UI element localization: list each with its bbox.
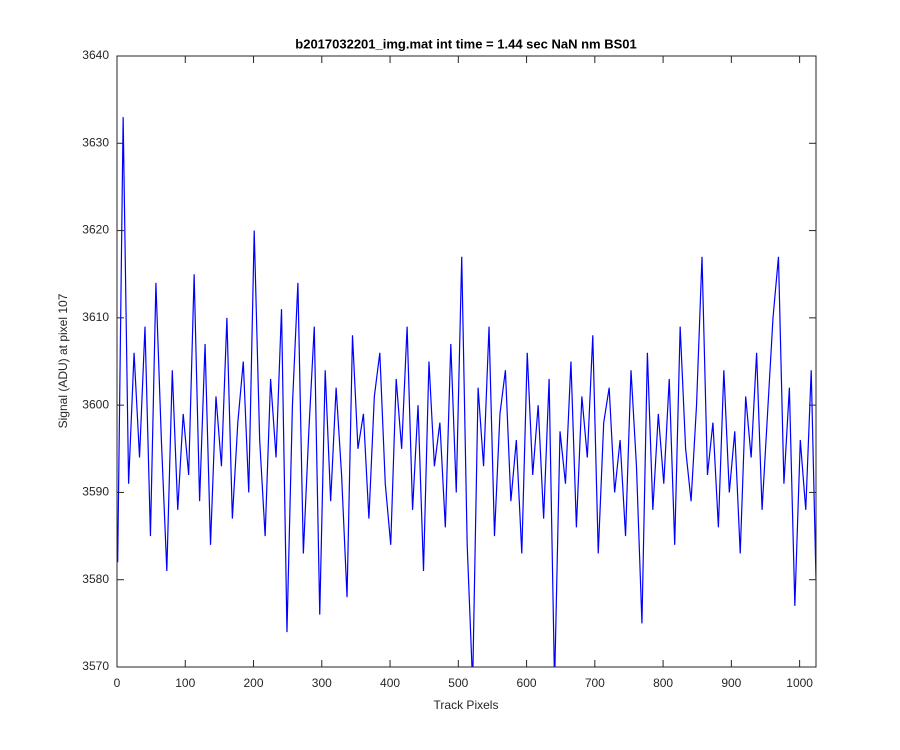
x-tick-label: 900 xyxy=(721,676,741,690)
x-tick-label: 100 xyxy=(175,676,195,690)
data-line xyxy=(117,117,816,667)
y-axis-label: Signal (ADU) at pixel 107 xyxy=(56,293,70,428)
x-tick-label: 200 xyxy=(244,676,264,690)
x-tick-label: 400 xyxy=(380,676,400,690)
x-tick-label: 300 xyxy=(312,676,332,690)
y-tick-label: 3620 xyxy=(82,223,109,237)
x-tick-label: 0 xyxy=(114,676,121,690)
y-tick-label: 3610 xyxy=(82,310,109,324)
y-tick-label: 3600 xyxy=(82,397,109,411)
plot-area xyxy=(117,56,816,667)
x-tick-label: 800 xyxy=(653,676,673,690)
axes-box xyxy=(116,55,817,668)
x-tick-label: 1000 xyxy=(786,676,813,690)
y-tick-label: 3590 xyxy=(82,485,109,499)
y-tick-label: 3570 xyxy=(82,659,109,673)
x-tick-label: 500 xyxy=(448,676,468,690)
y-tick-label: 3630 xyxy=(82,135,109,149)
y-tick-label: 3640 xyxy=(82,48,109,62)
x-axis-label: Track Pixels xyxy=(434,698,499,712)
x-tick-label: 600 xyxy=(517,676,537,690)
chart-title: b2017032201_img.mat int time = 1.44 sec … xyxy=(295,36,636,51)
x-tick-label: 700 xyxy=(585,676,605,690)
y-tick-label: 3580 xyxy=(82,572,109,586)
